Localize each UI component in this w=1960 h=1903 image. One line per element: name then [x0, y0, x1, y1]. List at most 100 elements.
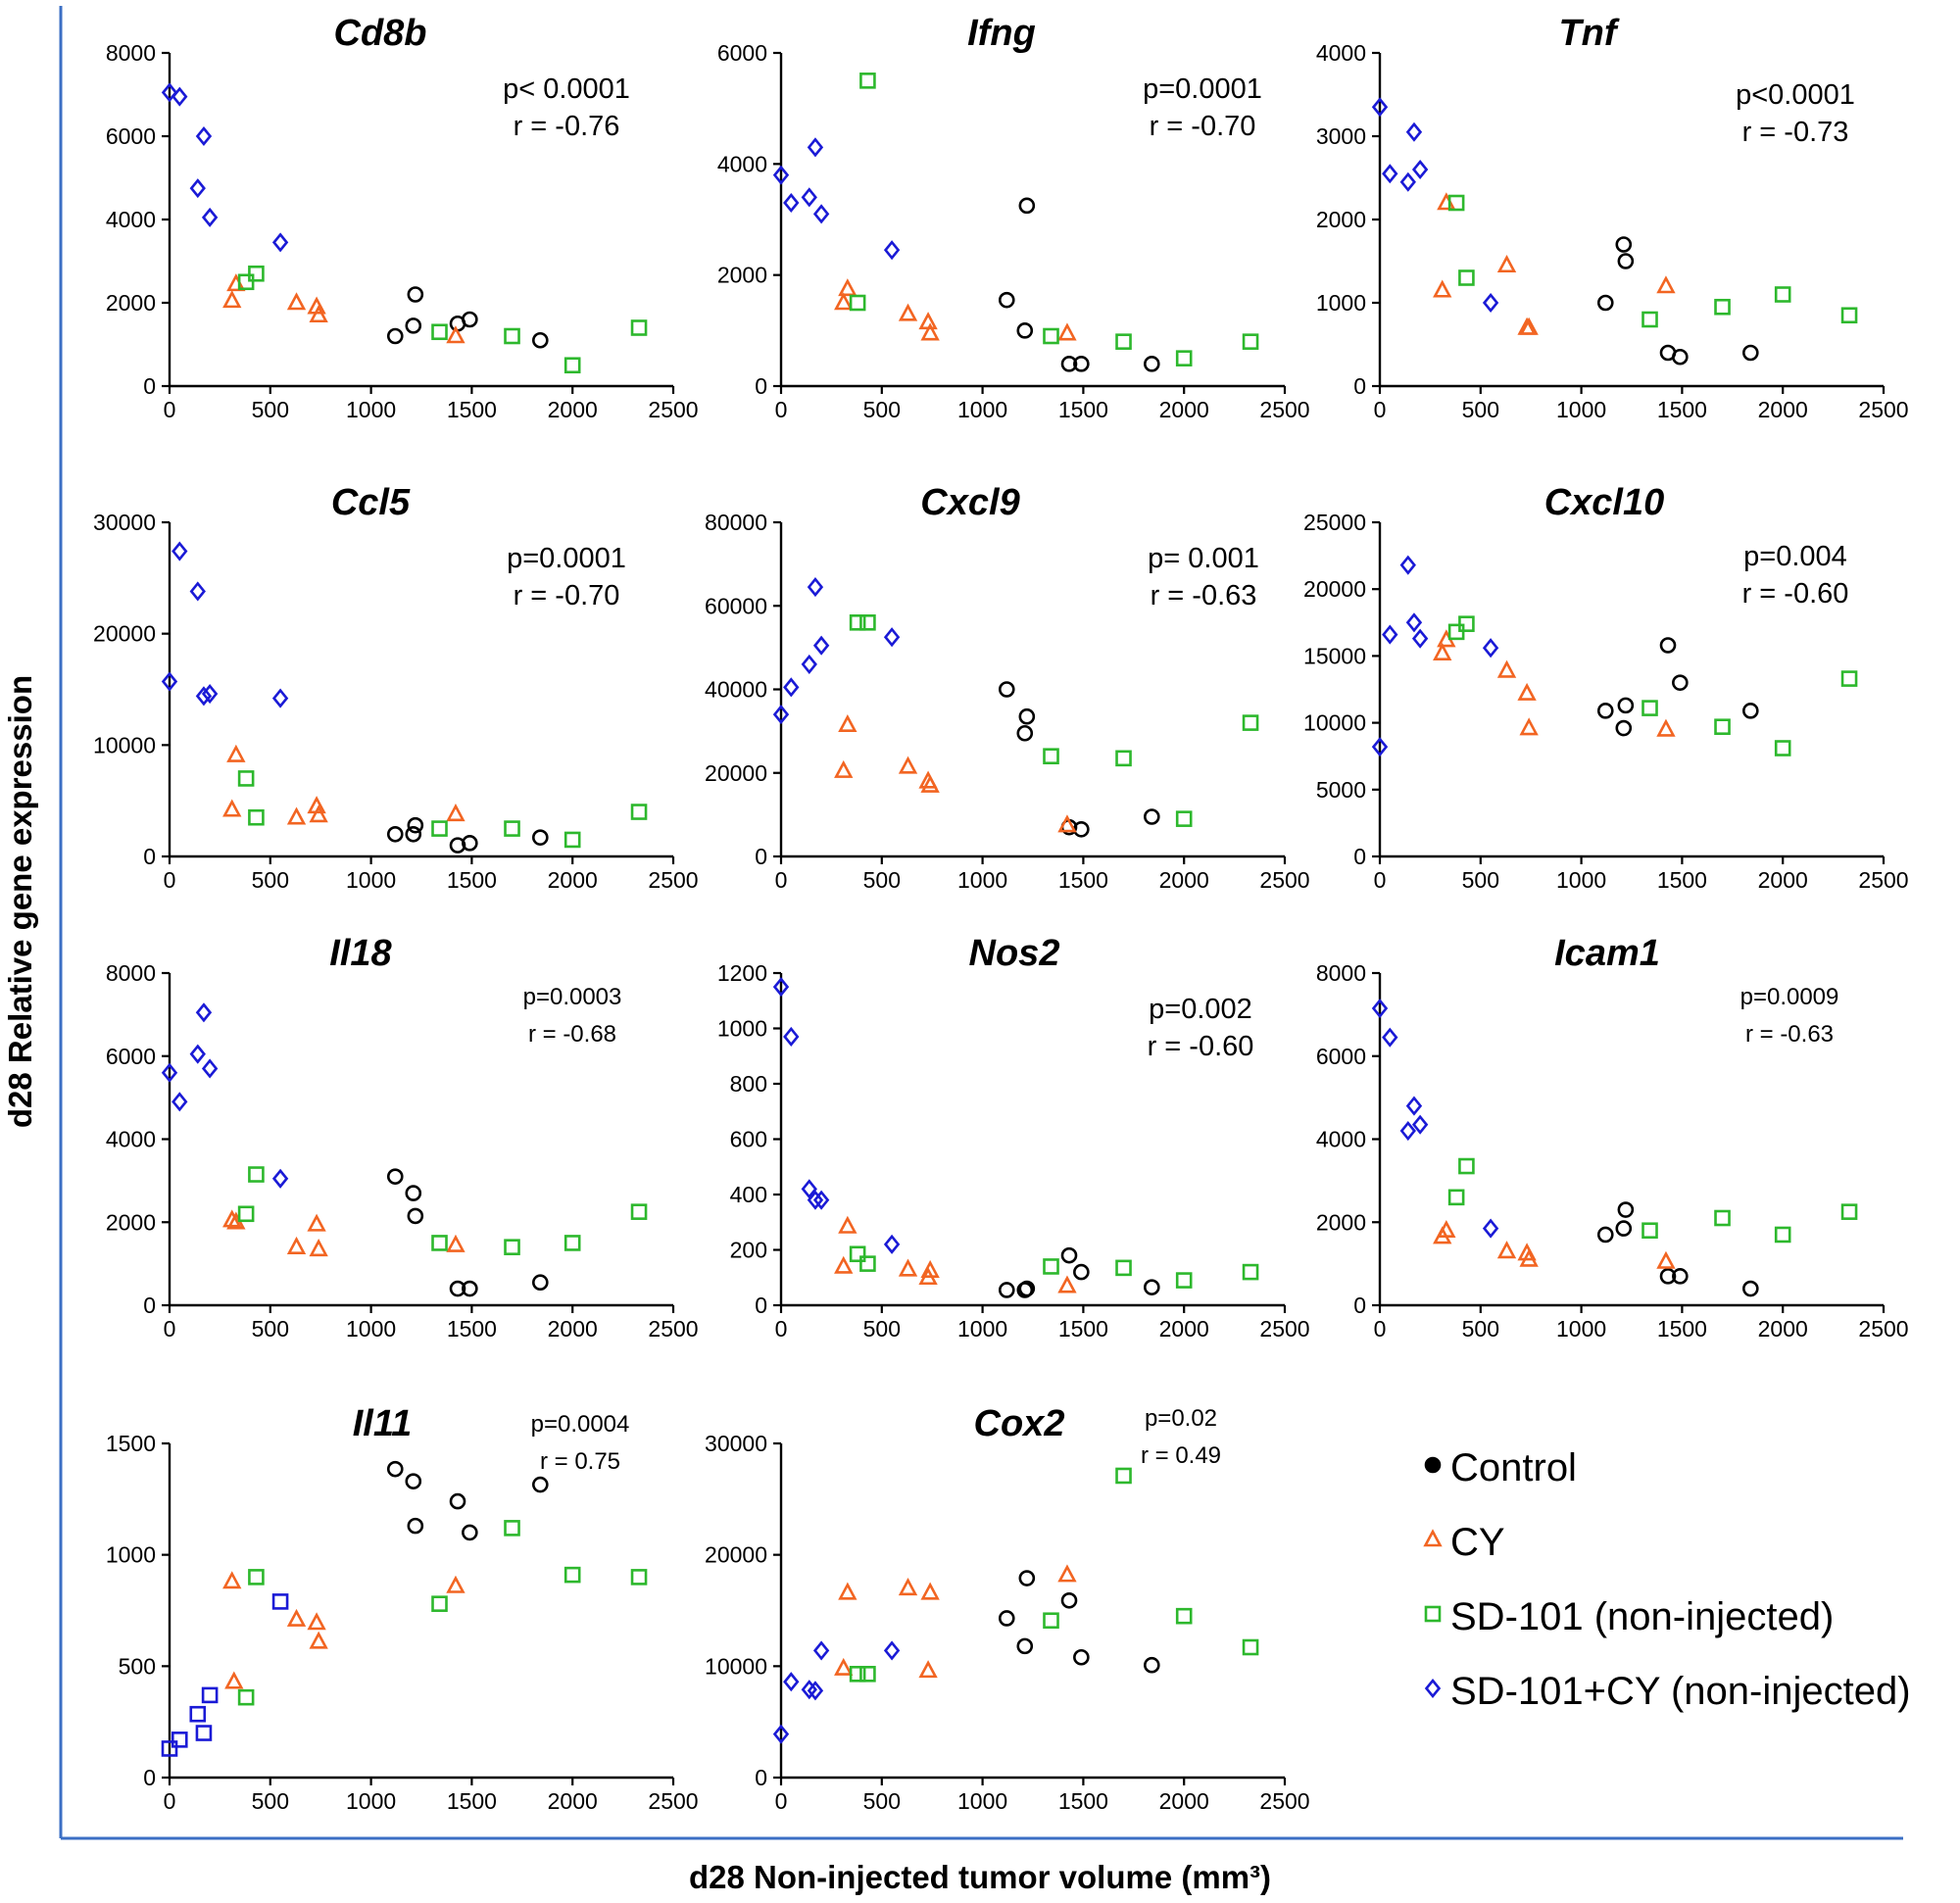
series-control [998, 1246, 1160, 1298]
point-sd [431, 1595, 448, 1612]
point-control [1742, 344, 1759, 362]
point-control [1659, 637, 1677, 654]
point-sdcy [1411, 159, 1429, 180]
point-cy [1519, 717, 1539, 736]
series-cy [1433, 192, 1676, 335]
x-tick-label: 500 [1462, 397, 1499, 422]
point-cy [309, 1239, 328, 1257]
y-tick-label: 60000 [705, 593, 767, 618]
point-sd [630, 319, 648, 336]
legend-label: SD-101+CY (non-injected) [1450, 1670, 1911, 1713]
series-sd [849, 613, 1259, 827]
point-sdcy [195, 1002, 213, 1023]
x-tick-label: 1500 [1058, 397, 1108, 422]
series-control [998, 1570, 1160, 1674]
point-sdcy [1411, 628, 1429, 649]
p-value-text: p<0.0001 [1736, 79, 1855, 111]
point-cy [1519, 317, 1539, 335]
x-tick-label: 500 [863, 397, 901, 422]
y-tick-label: 200 [730, 1238, 767, 1263]
point-sd [1458, 615, 1475, 632]
point-control [407, 286, 424, 303]
x-tick-label: 2500 [1259, 1788, 1309, 1814]
point-control [386, 825, 404, 843]
series-control [1596, 637, 1759, 737]
point-sd [1242, 1263, 1259, 1281]
y-tick-label: 10000 [93, 732, 156, 757]
point-sd [859, 73, 876, 89]
point-sd [248, 265, 265, 282]
panel-tnf: 0 500 1000 1500 2000 2500 0 1000 2000 3000 4000 Tnf… [1316, 13, 1909, 422]
point-sd [1840, 670, 1858, 687]
y-tick-label: 20000 [705, 760, 767, 786]
x-tick-label: 1000 [346, 397, 396, 422]
y-tick-label: 10000 [705, 1653, 767, 1679]
legend-marker-control [1424, 1456, 1442, 1474]
point-cy [222, 290, 242, 309]
y-tick-label: 30000 [93, 510, 156, 535]
y-tick-label: 600 [730, 1127, 767, 1152]
point-control [386, 1168, 404, 1185]
legend-label: CY [1450, 1521, 1505, 1564]
series-cy [1433, 629, 1676, 737]
point-sd [1175, 350, 1193, 366]
point-cy [286, 806, 307, 825]
series-cy [834, 1215, 1077, 1293]
point-cy [838, 713, 858, 733]
point-sd [431, 1235, 448, 1251]
x-tick-label: 0 [775, 397, 788, 422]
point-sd [504, 1520, 520, 1537]
point-sdcy [1371, 998, 1389, 1019]
point-control [1672, 1268, 1689, 1285]
series-control [386, 1460, 549, 1541]
y-tick-label: 6000 [106, 1044, 156, 1069]
point-control [1659, 1268, 1677, 1285]
point-sd [1447, 194, 1465, 212]
y-tick-label: 0 [143, 1293, 156, 1318]
x-tick-label: 0 [775, 1788, 788, 1814]
y-tick-label: 4000 [717, 151, 767, 176]
point-sdcy [161, 82, 178, 103]
series-sdcy [772, 977, 901, 1254]
point-cy [1656, 275, 1676, 294]
point-cy [446, 1234, 466, 1252]
series-sdcy [1371, 998, 1499, 1239]
panel-title: Icam1 [1554, 933, 1660, 974]
point-sdcy [1482, 1218, 1499, 1239]
point-cy [834, 759, 854, 778]
x-tick-label: 1000 [1556, 867, 1606, 893]
point-control [1018, 1570, 1036, 1586]
point-cy [222, 1209, 242, 1228]
p-value-text: p=0.0009 [1740, 984, 1839, 1010]
x-tick-label: 500 [863, 1316, 901, 1342]
point-sd [1458, 1157, 1475, 1175]
series-cy [834, 278, 1077, 341]
panel-il11: 0 500 1000 1500 2000 2500 0 500 1000 1500 Il11 p=0.… [106, 1403, 699, 1814]
point-cy [307, 1612, 326, 1631]
point-cy [838, 1215, 858, 1234]
panel-ccl5: 0 500 1000 1500 2000 2500 0 10000 20000 30000 Ccl5… [93, 482, 699, 893]
point-control [462, 311, 478, 328]
point-sdcy [807, 1190, 824, 1210]
point-cy [446, 804, 466, 822]
point-sdcy [783, 192, 800, 214]
x-tick-label: 2000 [548, 397, 598, 422]
point-cy [918, 312, 938, 330]
x-tick-label: 2500 [1858, 867, 1908, 893]
point-control [1596, 294, 1614, 312]
point-control [1617, 1201, 1635, 1218]
point-sdcy-sq [189, 1705, 207, 1723]
point-control [1742, 1280, 1759, 1297]
series-sdcy [1371, 97, 1499, 314]
point-control [1615, 236, 1633, 253]
point-sd [1043, 327, 1059, 345]
point-sd [630, 804, 648, 820]
point-control [1615, 1220, 1633, 1237]
legend-item-control: Control [1424, 1446, 1577, 1489]
point-sd [1840, 1203, 1858, 1220]
point-sd [1714, 298, 1731, 316]
p-value-text: p=0.0001 [507, 543, 626, 574]
point-control [532, 1476, 549, 1493]
point-sdcy [189, 178, 206, 199]
